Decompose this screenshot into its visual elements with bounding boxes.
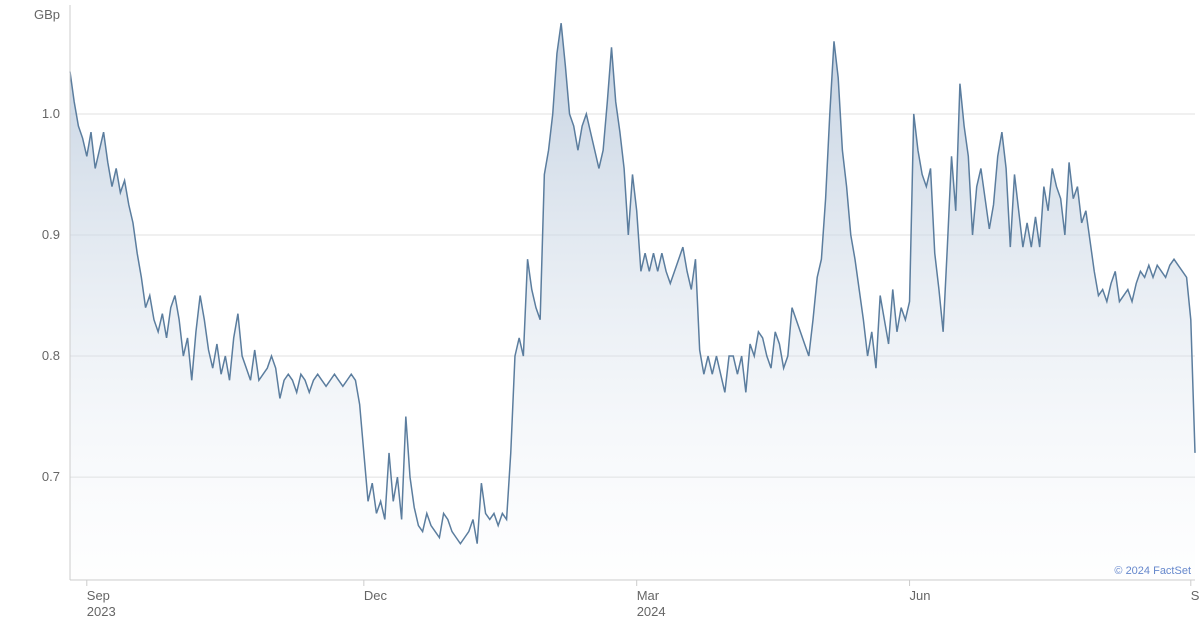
x-tick-label: Dec (364, 588, 388, 603)
x-tick-label: Mar (637, 588, 660, 603)
x-tick-label: Jun (910, 588, 931, 603)
y-tick-label: 1.0 (42, 106, 60, 121)
y-tick-label: 0.9 (42, 227, 60, 242)
x-tick-label: Sep (87, 588, 110, 603)
y-tick-label: 0.8 (42, 348, 60, 363)
x-year-label: 2024 (637, 604, 666, 619)
y-tick-label: 0.7 (42, 469, 60, 484)
x-year-label: 2023 (87, 604, 116, 619)
chart-svg: 0.70.80.91.0GBpSep2023DecMar2024JunSep© … (0, 0, 1200, 630)
price-chart: 0.70.80.91.0GBpSep2023DecMar2024JunSep© … (0, 0, 1200, 630)
area-fill (70, 23, 1195, 580)
attribution: © 2024 FactSet (1114, 565, 1191, 577)
x-tick-label: Sep (1191, 588, 1200, 603)
y-unit-label: GBp (34, 7, 60, 22)
